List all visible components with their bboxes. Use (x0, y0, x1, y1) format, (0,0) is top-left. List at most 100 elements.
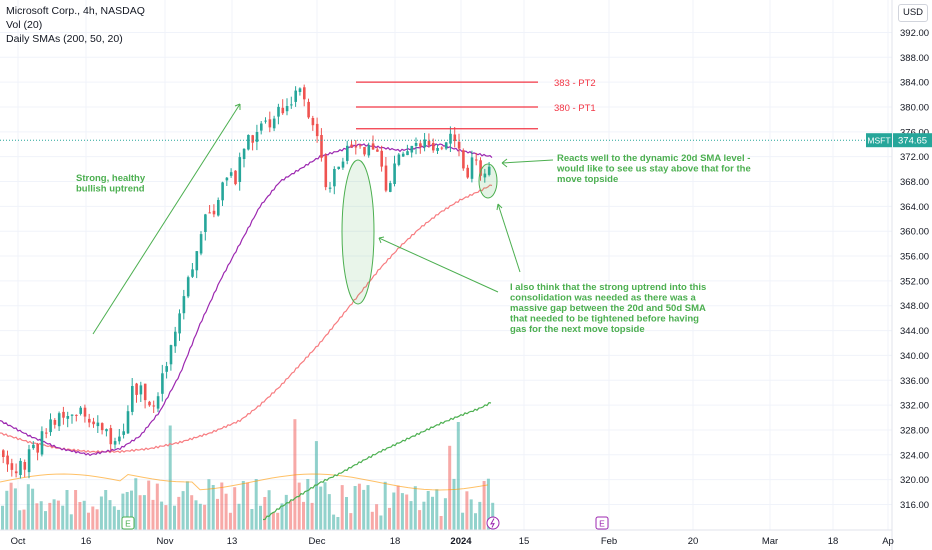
volume-bar (392, 492, 396, 530)
annotation-2-line-1: consolidation was needed as there was a (510, 293, 697, 304)
x-tick-9: 20 (688, 536, 699, 547)
candle-body (195, 251, 199, 271)
y-tick-1: 320.00 (900, 475, 929, 486)
sma-50-line (0, 184, 493, 454)
volume-bar (323, 482, 327, 530)
candle-body (118, 436, 121, 442)
currency-button[interactable]: USD (898, 4, 928, 22)
volume-bar (345, 497, 348, 530)
candle-body (285, 106, 289, 112)
legend-symbol[interactable]: Microsoft Corp., 4h, NASDAQ (6, 5, 145, 17)
candle-body (470, 157, 474, 179)
candle-body (449, 133, 452, 144)
candle-body (457, 141, 461, 149)
candle-body (324, 155, 328, 188)
gap-arrow-2 (378, 237, 499, 293)
volume-bar (474, 513, 477, 530)
y-tick-5: 336.00 (900, 376, 929, 387)
volume-bar (310, 502, 314, 530)
candle-body (393, 163, 396, 184)
volume-bar (426, 491, 430, 530)
candle-body (212, 210, 216, 215)
candle-body (96, 422, 100, 427)
candle-body (23, 462, 27, 470)
candle-body (337, 166, 340, 169)
candle-body (204, 214, 207, 232)
volume-bar (56, 500, 60, 530)
candle-body (242, 148, 246, 159)
ticker-label-bg (866, 133, 892, 148)
volume-bar (99, 496, 103, 530)
gap-arrow-1 (497, 203, 521, 273)
uptrend-arrow (92, 103, 241, 335)
x-tick-3: 13 (227, 536, 238, 547)
candle-body (139, 385, 143, 395)
volume-bar (190, 495, 194, 530)
candle-body (272, 118, 276, 129)
volume-bar (289, 500, 293, 530)
candle-body (401, 153, 405, 157)
candle-body (40, 431, 44, 455)
volume-bar (138, 495, 142, 530)
volume-bar (207, 479, 211, 530)
candle-body (483, 173, 487, 178)
candle-body (487, 166, 491, 175)
candle-body (135, 383, 138, 395)
volume-bar (491, 502, 495, 530)
legend-smas[interactable]: Daily SMAs (200, 50, 20) (6, 33, 123, 45)
volume-bar (431, 496, 434, 530)
y-tick-12: 364.00 (900, 202, 929, 213)
candle-body (238, 157, 242, 182)
candle-body (315, 123, 319, 137)
earnings-marker-label-1: E (599, 519, 605, 529)
x-tick-4: Dec (309, 536, 326, 547)
candle-body (100, 423, 104, 431)
candle-body (161, 373, 164, 394)
legend-volume[interactable]: Vol (20) (6, 19, 43, 31)
x-tick-8: Feb (601, 536, 617, 547)
volume-bar (405, 494, 409, 530)
volume-bar (18, 510, 22, 530)
candle-body (423, 139, 426, 148)
candle-body (14, 471, 18, 474)
candle-body (328, 187, 332, 189)
candle-body (410, 145, 414, 153)
y-tick-0: 316.00 (900, 500, 929, 511)
volume-bar (31, 488, 35, 530)
candle-body (169, 345, 173, 365)
volume-bar (61, 505, 65, 530)
volume-bar (443, 498, 447, 530)
annotation-1-line-1: would like to see us stay above that for… (556, 164, 751, 175)
volume-bar (142, 495, 146, 530)
sma-touch-ellipse (478, 163, 498, 199)
volume-bar (82, 500, 86, 530)
candle-body (229, 172, 233, 176)
volume-bar (69, 514, 73, 530)
candle-body (350, 144, 353, 148)
candle-body (191, 269, 194, 277)
y-tick-17: 384.00 (900, 78, 929, 89)
y-tick-19: 392.00 (900, 28, 929, 39)
volume-bar (267, 490, 271, 530)
volume-bar (1, 505, 4, 530)
volume-bar (340, 485, 344, 530)
candle-body (79, 407, 82, 414)
candle-body (346, 145, 349, 161)
volume-bar (168, 425, 172, 530)
volume-bar (302, 501, 305, 530)
volume-bar (271, 512, 275, 530)
y-tick-13: 368.00 (900, 177, 929, 188)
candle-body (406, 151, 409, 156)
volume-bar (22, 509, 26, 530)
volume-bar (74, 490, 78, 530)
candle-body (6, 455, 9, 465)
candle-body (466, 167, 469, 178)
candle-body (66, 416, 70, 419)
candle-body (88, 418, 91, 423)
volume-bar (379, 515, 383, 530)
candle-body (49, 419, 52, 433)
volume-bar (439, 516, 443, 530)
volume-bar (173, 505, 176, 530)
x-tick-6: 2024 (450, 536, 472, 547)
